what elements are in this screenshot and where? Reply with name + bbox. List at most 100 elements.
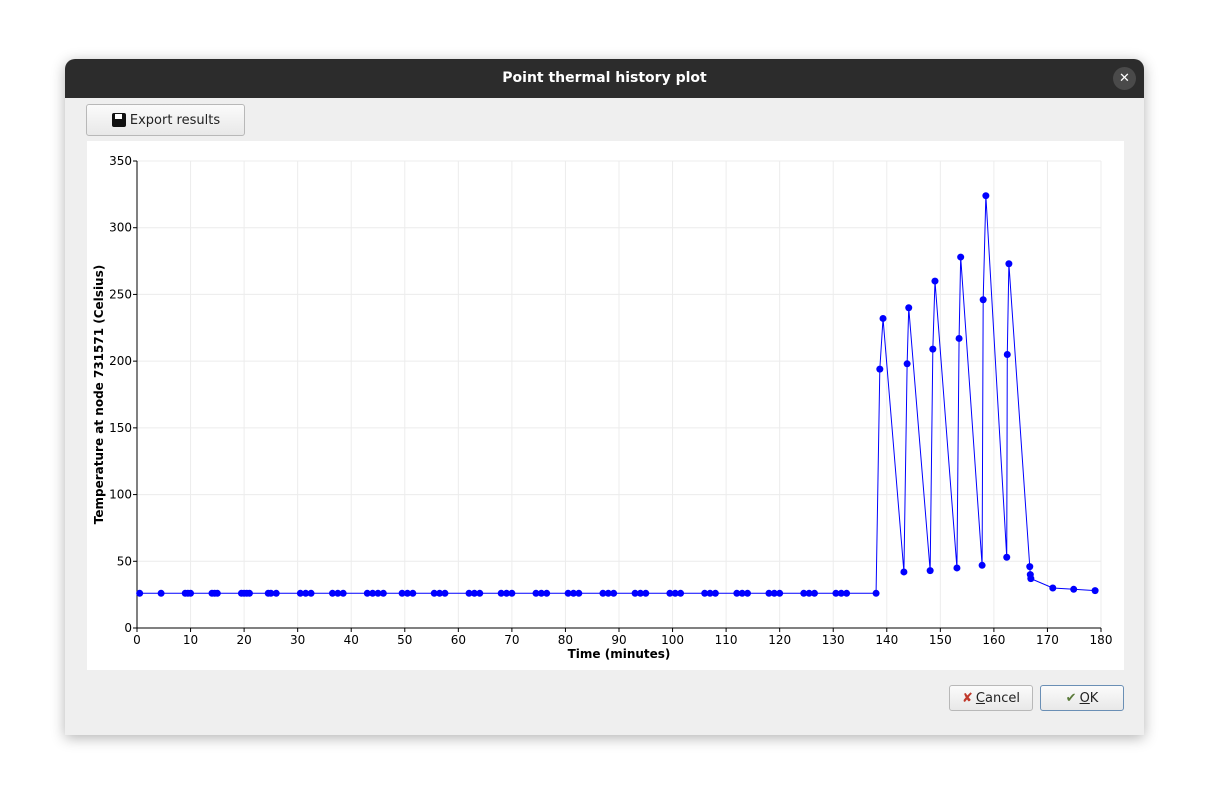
data-point bbox=[1005, 260, 1013, 268]
ok-icon: ✔ bbox=[1065, 690, 1077, 706]
data-point bbox=[837, 589, 845, 597]
data-point bbox=[957, 253, 965, 261]
data-point bbox=[744, 589, 752, 597]
data-point bbox=[872, 589, 880, 597]
x-tick-label: 0 bbox=[133, 633, 141, 647]
data-point bbox=[465, 589, 473, 597]
data-point bbox=[470, 589, 478, 597]
data-point bbox=[564, 589, 572, 597]
data-point bbox=[876, 365, 884, 373]
x-tick-label: 30 bbox=[290, 633, 305, 647]
data-point bbox=[666, 589, 674, 597]
cancel-button[interactable]: ✘ Cancel bbox=[949, 685, 1033, 711]
ok-button[interactable]: ✔ OK bbox=[1040, 685, 1124, 711]
data-point bbox=[1026, 563, 1034, 571]
data-point bbox=[136, 589, 144, 597]
data-point bbox=[610, 589, 618, 597]
x-tick-label: 160 bbox=[982, 633, 1005, 647]
data-point bbox=[157, 589, 165, 597]
data-point bbox=[532, 589, 540, 597]
y-tick-label: 250 bbox=[109, 287, 132, 301]
data-point bbox=[187, 589, 195, 597]
data-point bbox=[903, 360, 911, 368]
data-point bbox=[537, 589, 545, 597]
data-point bbox=[879, 314, 887, 322]
export-button[interactable]: Export results bbox=[86, 104, 245, 136]
data-point bbox=[508, 589, 516, 597]
data-point bbox=[575, 589, 583, 597]
data-point bbox=[982, 192, 990, 200]
data-point bbox=[1027, 575, 1035, 583]
x-tick-label: 40 bbox=[344, 633, 359, 647]
data-point bbox=[476, 589, 484, 597]
data-point bbox=[409, 589, 417, 597]
data-point bbox=[671, 589, 679, 597]
data-point bbox=[302, 589, 310, 597]
data-point bbox=[497, 589, 505, 597]
data-point bbox=[599, 589, 607, 597]
x-tick-label: 130 bbox=[822, 633, 845, 647]
data-point bbox=[677, 589, 685, 597]
y-tick-label: 100 bbox=[109, 488, 132, 502]
dialog: Point thermal history plot ✕ Export resu… bbox=[65, 59, 1144, 735]
data-point bbox=[398, 589, 406, 597]
title-bar: Point thermal history plot bbox=[65, 59, 1144, 98]
data-point bbox=[953, 564, 961, 572]
cancel-icon: ✘ bbox=[962, 690, 973, 706]
data-point bbox=[636, 589, 644, 597]
x-tick-label: 10 bbox=[183, 633, 198, 647]
x-tick-label: 120 bbox=[768, 633, 791, 647]
data-point bbox=[403, 589, 411, 597]
data-point bbox=[307, 589, 315, 597]
data-point bbox=[843, 589, 851, 597]
data-point bbox=[765, 589, 773, 597]
y-axis-label: Temperature at node 731571 (Celsius) bbox=[92, 265, 106, 524]
data-point bbox=[929, 345, 937, 353]
data-point bbox=[1049, 584, 1057, 592]
close-button[interactable]: ✕ bbox=[1113, 67, 1136, 90]
x-tick-label: 110 bbox=[715, 633, 738, 647]
data-point bbox=[379, 589, 387, 597]
x-axis-label: Time (minutes) bbox=[568, 647, 671, 661]
data-point bbox=[604, 589, 612, 597]
data-point bbox=[733, 589, 741, 597]
ok-label: OK bbox=[1079, 690, 1099, 706]
x-tick-label: 100 bbox=[661, 633, 684, 647]
data-point bbox=[800, 589, 808, 597]
y-tick-label: 150 bbox=[109, 421, 132, 435]
x-tick-label: 70 bbox=[504, 633, 519, 647]
export-label: Export results bbox=[129, 112, 221, 128]
data-point bbox=[503, 589, 511, 597]
data-point bbox=[711, 589, 719, 597]
data-point bbox=[441, 589, 449, 597]
chart-background bbox=[87, 141, 1124, 670]
data-point bbox=[900, 568, 908, 576]
y-tick-label: 300 bbox=[109, 221, 132, 235]
x-tick-label: 60 bbox=[451, 633, 466, 647]
data-point bbox=[296, 589, 304, 597]
data-point bbox=[738, 589, 746, 597]
y-tick-label: 200 bbox=[109, 354, 132, 368]
data-point bbox=[770, 589, 778, 597]
data-point bbox=[701, 589, 709, 597]
data-point bbox=[776, 589, 784, 597]
data-point bbox=[334, 589, 342, 597]
data-point bbox=[642, 589, 650, 597]
x-tick-label: 140 bbox=[875, 633, 898, 647]
data-point bbox=[955, 334, 963, 342]
save-icon bbox=[111, 113, 126, 127]
x-tick-label: 50 bbox=[397, 633, 412, 647]
data-point bbox=[328, 589, 336, 597]
y-tick-label: 0 bbox=[124, 621, 132, 635]
data-point bbox=[543, 589, 551, 597]
data-point bbox=[810, 589, 818, 597]
x-tick-label: 180 bbox=[1090, 633, 1113, 647]
data-point bbox=[272, 589, 280, 597]
data-point bbox=[363, 589, 371, 597]
y-tick-label: 50 bbox=[117, 554, 132, 568]
x-tick-label: 20 bbox=[236, 633, 251, 647]
x-tick-label: 150 bbox=[929, 633, 952, 647]
data-point bbox=[1003, 350, 1011, 358]
y-tick-label: 350 bbox=[109, 154, 132, 168]
x-tick-label: 90 bbox=[611, 633, 626, 647]
